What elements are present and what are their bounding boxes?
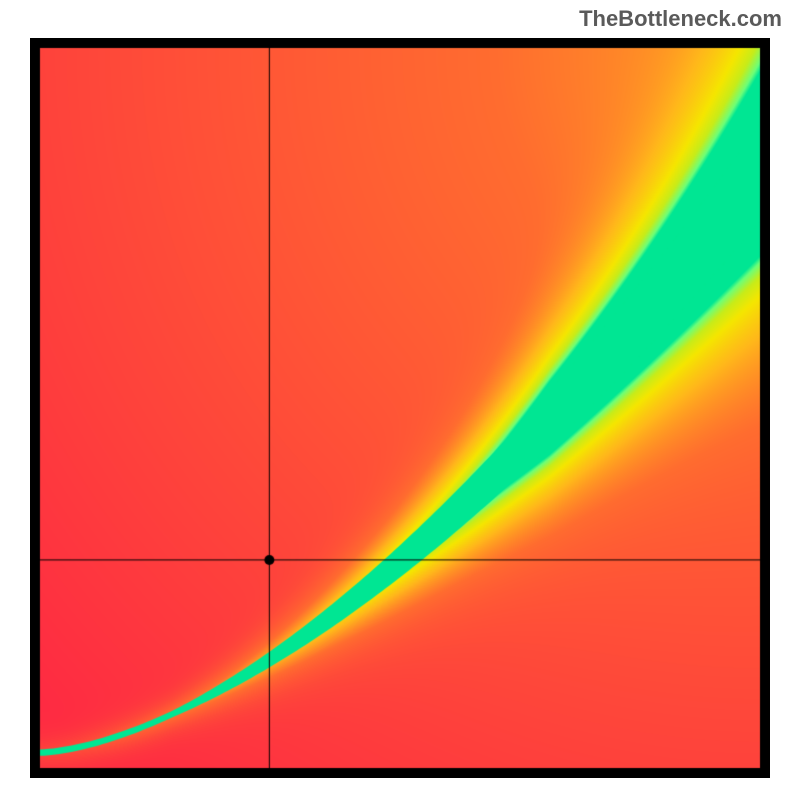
heatmap-canvas xyxy=(30,38,770,778)
heatmap-plot xyxy=(30,38,770,778)
watermark-text: TheBottleneck.com xyxy=(579,6,782,32)
